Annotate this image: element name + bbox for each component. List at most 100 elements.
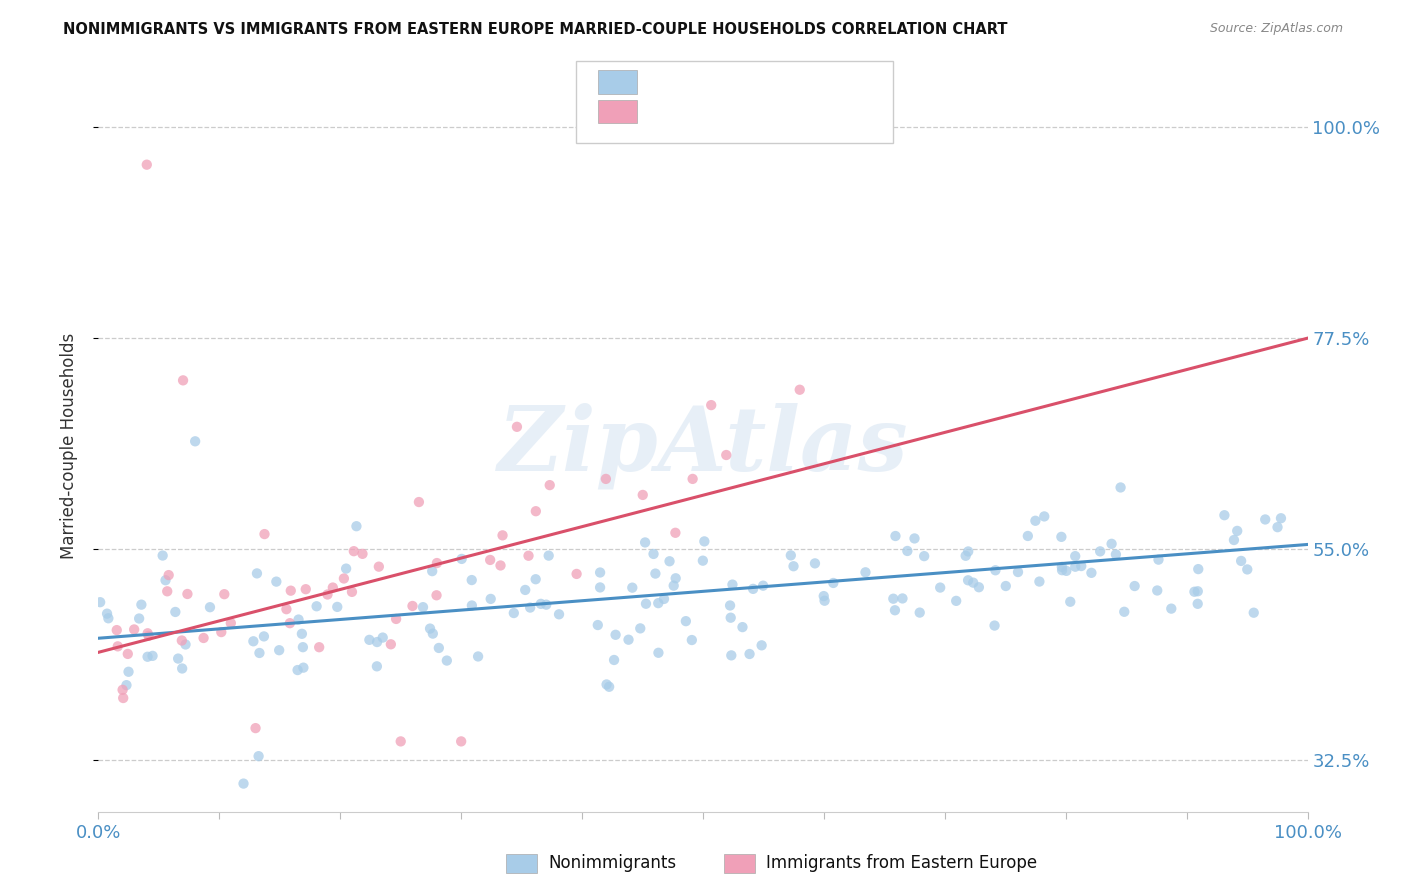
Point [287,663,309,677]
Point [1187,597,1209,611]
Point [138,629,160,643]
Point [1028,574,1050,589]
Point [219,616,242,631]
Point [681,633,703,648]
Point [565,566,588,581]
Point [912,549,935,563]
Point [896,544,918,558]
Point [247,749,270,764]
Point [1213,508,1236,523]
Point [242,634,264,648]
Point [335,561,357,575]
Point [519,600,541,615]
Point [165,605,187,619]
Point [721,577,744,591]
Point [662,579,685,593]
Point [506,420,529,434]
Point [718,599,741,613]
Point [316,587,339,601]
Text: 151: 151 [803,73,841,91]
Point [366,659,388,673]
Point [1243,606,1265,620]
Point [489,558,512,573]
Point [720,648,742,663]
Text: Nonimmigrants: Nonimmigrants [548,855,676,872]
Point [419,622,441,636]
Point [367,559,389,574]
Point [422,626,444,640]
Point [1024,514,1046,528]
Point [1054,564,1077,578]
Point [536,598,558,612]
Point [245,721,267,735]
Point [426,556,449,570]
Y-axis label: Married-couple Households: Married-couple Households [59,333,77,559]
Point [176,587,198,601]
Point [269,643,291,657]
Point [908,606,931,620]
Point [1223,533,1246,547]
Point [333,572,356,586]
Point [634,535,657,549]
Point [1187,584,1209,599]
Point [664,525,686,540]
Point [652,591,675,606]
Text: R =: R = [654,103,693,120]
Point [1230,554,1253,568]
Point [155,573,177,587]
Point [371,631,394,645]
Point [1105,548,1128,562]
Point [813,589,835,603]
Point [621,581,644,595]
Point [326,599,349,614]
Point [1064,549,1087,563]
Point [294,582,316,597]
Point [105,623,128,637]
Point [96,607,118,621]
Point [174,638,197,652]
Point [804,557,827,571]
Point [122,623,145,637]
Point [346,519,368,533]
Point [491,528,513,542]
Point [425,588,447,602]
Point [537,549,560,563]
Point [128,611,150,625]
Point [742,582,765,596]
Point [586,618,609,632]
Point [107,640,129,654]
Point [1254,512,1277,526]
Point [479,591,502,606]
Point [751,638,773,652]
Point [214,587,236,601]
Point [136,626,159,640]
Point [720,610,742,624]
Point [412,600,434,615]
Point [603,653,626,667]
Point [253,527,276,541]
Point [903,532,925,546]
Point [1050,563,1073,577]
Point [156,584,179,599]
Point [291,640,314,655]
Point [287,613,309,627]
Point [984,563,1007,577]
Point [994,579,1017,593]
Text: R =: R = [654,73,693,91]
Point [1050,560,1073,574]
Point [658,554,681,568]
Point [479,553,502,567]
Text: Immigrants from Eastern Europe: Immigrants from Eastern Europe [766,855,1038,872]
Point [693,534,716,549]
Point [957,544,980,558]
Point [891,591,914,606]
Point [359,632,381,647]
Point [595,677,617,691]
Point [352,547,374,561]
Point [589,581,612,595]
Point [1017,529,1039,543]
Point [322,581,344,595]
Point [1101,537,1123,551]
Point [112,691,135,706]
Point [1267,520,1289,534]
